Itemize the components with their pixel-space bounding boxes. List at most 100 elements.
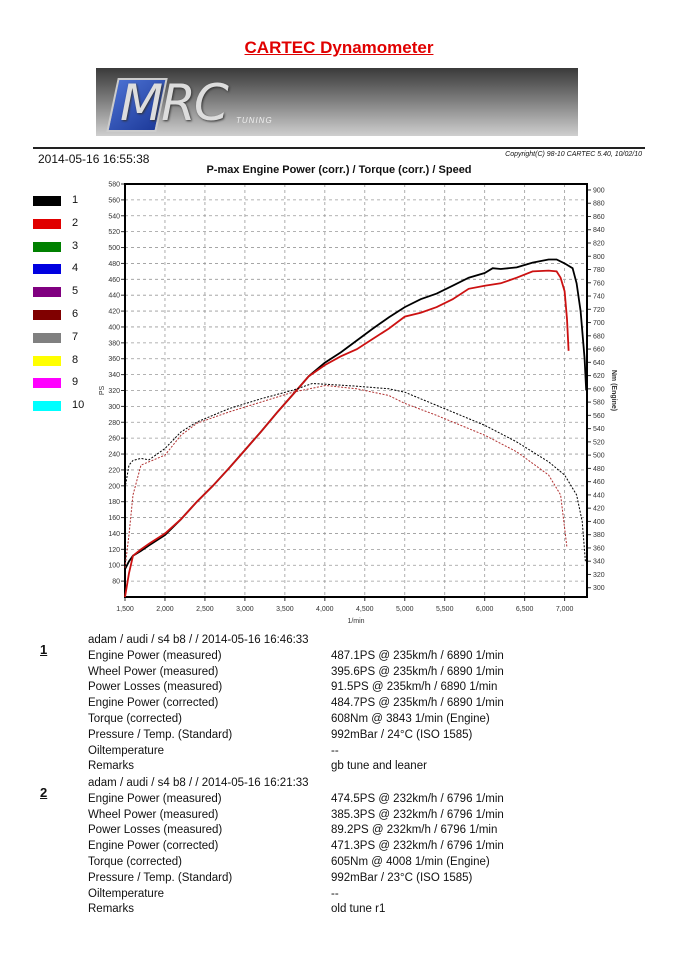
row-label: Oiltemperature — [88, 887, 165, 900]
x-tick-label: 6,500 — [516, 606, 534, 613]
row-label: Wheel Power (measured) — [88, 665, 219, 678]
y2-tick-label: 560 — [593, 413, 605, 420]
y-tick-label: 580 — [108, 182, 120, 189]
y2-tick-label: 780 — [593, 267, 605, 274]
y-tick-label: 100 — [108, 563, 120, 570]
run-header: adam / audi / s4 b8 / / 2014-05-16 16:46… — [88, 634, 309, 646]
report-title: CARTEC Dynamometer — [244, 38, 434, 57]
row-label: Engine Power (measured) — [88, 792, 222, 805]
row-value: 608Nm @ 3843 1/min (Engine) — [331, 713, 490, 725]
y2-tick-label: 900 — [593, 187, 605, 194]
legend-swatch-6 — [33, 310, 61, 320]
y2-tick-label: 860 — [593, 214, 605, 221]
row-label: Engine Power (corrected) — [88, 840, 219, 853]
row-value: -- — [331, 887, 339, 900]
row-value: 605Nm @ 4008 1/min (Engine) — [331, 856, 490, 868]
legend-swatch-7 — [33, 332, 61, 343]
y-tick-label: 240 — [108, 452, 120, 459]
row-value: 91.5PS @ 235km/h / 6890 1/min — [331, 681, 498, 694]
legend-label: 8 — [72, 353, 79, 366]
y-tick-label: 380 — [108, 340, 120, 347]
legend-label: 7 — [72, 330, 79, 343]
legend-label: 9 — [72, 376, 79, 389]
x-axis-label: 1/min — [347, 618, 364, 625]
legend-swatch-4 — [33, 264, 61, 275]
y-tick-label: 520 — [108, 229, 120, 236]
y-tick-label: 140 — [108, 531, 120, 538]
legend-label: 6 — [72, 308, 79, 320]
copyright: Copyright(C) 98-10 CARTEC 5.40, 10/02/10 — [505, 151, 642, 158]
row-value: 474.5PS @ 232km/h / 6796 1/min — [331, 792, 504, 805]
series-line-4 — [124, 384, 568, 568]
y2-tick-label: 500 — [593, 453, 605, 460]
row-value: old tune r1 — [331, 903, 386, 916]
legend-label: 1 — [72, 194, 79, 206]
y2-tick-label: 660 — [593, 347, 605, 354]
y2-tick-label: 520 — [593, 439, 605, 446]
row-value: -- — [331, 744, 339, 757]
row-value: 992mBar / 23°C (ISO 1585) — [331, 871, 473, 884]
y2-tick-label: 680 — [593, 333, 605, 340]
row-label: Oiltemperature — [88, 744, 165, 757]
y2-tick-label: 340 — [593, 559, 605, 566]
row-label: Torque (corrected) — [88, 713, 182, 725]
legend-label: 4 — [72, 262, 79, 275]
y-tick-label: 340 — [108, 372, 120, 379]
series-line-3 — [124, 382, 586, 562]
legend-label: 5 — [72, 285, 79, 298]
y-tick-label: 480 — [108, 261, 120, 268]
x-tick-label: 3,000 — [236, 606, 254, 613]
chart-title: P-max Engine Power (corr.) / Torque (cor… — [206, 164, 472, 176]
legend-swatch-9 — [33, 378, 61, 389]
legend-swatch-5 — [33, 287, 61, 298]
x-tick-label: 5,500 — [436, 606, 454, 613]
x-tick-label: 7,000 — [556, 606, 574, 613]
row-label: Power Losses (measured) — [88, 824, 223, 837]
y-tick-label: 300 — [108, 404, 120, 411]
y-tick-label: 260 — [108, 436, 120, 443]
row-value: 385.3PS @ 232km/h / 6796 1/min — [331, 808, 504, 821]
y2-tick-label: 740 — [593, 294, 605, 301]
y-tick-label: 180 — [108, 499, 120, 506]
logo-text: MRC — [120, 74, 229, 132]
y2-tick-label: 700 — [593, 320, 605, 327]
run-number: 1 — [40, 642, 48, 657]
row-label: Pressure / Temp. (Standard) — [88, 871, 233, 884]
run-header: adam / audi / s4 b8 / / 2014-05-16 16:21… — [88, 777, 309, 789]
row-label: Engine Power (corrected) — [88, 697, 219, 710]
y-tick-label: 320 — [108, 388, 120, 395]
row-value: gb tune and leaner — [331, 760, 427, 773]
dyno-chart: 80 100 120 140 160 180 200 220 240 260 280 300 320 34… — [99, 182, 617, 626]
legend-swatch-2 — [33, 218, 61, 229]
run-number: 2 — [40, 785, 48, 800]
series-line-2 — [124, 269, 570, 598]
y-tick-label: 200 — [108, 483, 120, 490]
y2-tick-label: 640 — [593, 360, 605, 367]
report-date: 2014-05-16 16:55:38 — [38, 152, 150, 166]
legend-swatch-1 — [33, 196, 61, 206]
y-tick-label: 120 — [108, 547, 120, 554]
x-tick-label: 5,000 — [396, 606, 414, 613]
y2-tick-label: 360 — [593, 545, 605, 552]
row-value: 471.3PS @ 232km/h / 6796 1/min — [331, 840, 504, 853]
y-tick-label: 400 — [108, 324, 120, 331]
y2-tick-label: 400 — [593, 519, 605, 526]
row-label: Pressure / Temp. (Standard) — [88, 728, 233, 741]
y2-tick-label: 620 — [593, 373, 605, 380]
row-value: 484.7PS @ 235km/h / 6890 1/min — [331, 697, 504, 710]
row-value: 89.2PS @ 232km/h / 6796 1/min — [331, 824, 498, 837]
y-tick-label: 80 — [112, 579, 120, 586]
y2-tick-label: 460 — [593, 479, 605, 486]
row-label: Wheel Power (measured) — [88, 808, 219, 821]
row-label: Remarks — [88, 760, 135, 773]
y2-tick-label: 420 — [593, 506, 605, 513]
x-tick-label: 4,000 — [316, 606, 334, 613]
row-label: Torque (corrected) — [88, 856, 182, 868]
y2-tick-label: 820 — [593, 241, 605, 248]
y2-tick-label: 380 — [593, 532, 605, 539]
mrc-tuning-banner: MRC TUNING — [96, 68, 578, 136]
x-tick-label: 6,000 — [476, 606, 494, 613]
y-tick-label: 160 — [108, 515, 120, 522]
y2-tick-label: 540 — [593, 426, 605, 433]
y2-tick-label: 580 — [593, 400, 605, 407]
